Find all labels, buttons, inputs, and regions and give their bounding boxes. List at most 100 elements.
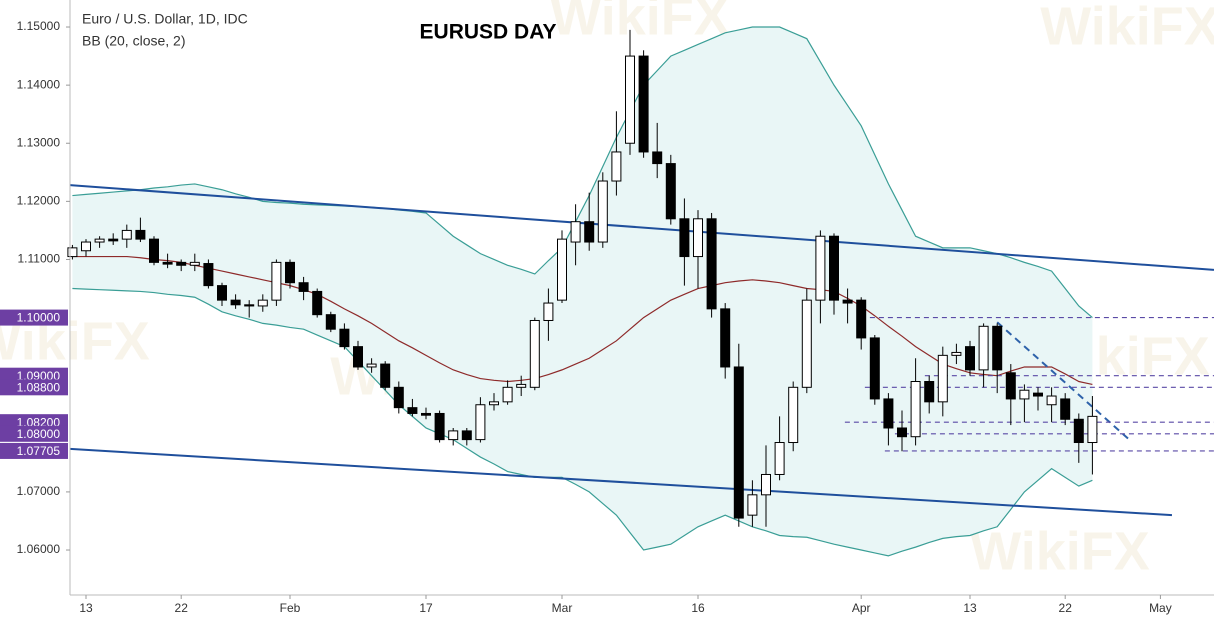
candle-body: [638, 55, 649, 153]
candle-body: [774, 442, 785, 475]
candle-body: [747, 494, 758, 516]
candle-body: [461, 430, 472, 441]
candle-body: [1005, 372, 1016, 400]
candle-body: [67, 247, 78, 258]
candle-body: [1019, 389, 1030, 400]
level-label-box: [0, 379, 68, 396]
candle-body: [529, 319, 540, 388]
candle-body: [815, 235, 826, 301]
candle-body: [489, 401, 499, 406]
x-tick-label: May: [1149, 601, 1172, 615]
candle-body: [965, 346, 975, 371]
candle-body: [217, 285, 227, 301]
candle-body: [285, 261, 295, 284]
candle-body: [189, 261, 200, 266]
candle-body: [625, 55, 635, 144]
candle-body: [81, 241, 91, 252]
candle-body: [937, 354, 948, 403]
candle-body: [883, 398, 894, 429]
candle-body: [951, 351, 962, 356]
chart-title: EURUSD DAY: [420, 21, 557, 44]
candle-body: [897, 427, 907, 438]
candle-body: [924, 380, 935, 403]
candle-body: [353, 346, 363, 368]
candle-body: [108, 238, 119, 242]
candle-body: [584, 221, 595, 243]
y-tick-label: 1.13000: [17, 135, 61, 149]
candle-body: [856, 299, 867, 339]
candle-body: [679, 218, 690, 258]
candle-body: [801, 299, 812, 388]
candle-body: [121, 229, 132, 240]
bb-lower: [72, 287, 1093, 557]
candle-body: [176, 261, 187, 266]
candle-body: [162, 261, 173, 265]
legend-symbol: Euro / U.S. Dollar, 1D, IDC: [82, 11, 248, 27]
candle-body: [829, 235, 839, 301]
candle-body: [325, 314, 336, 330]
candle-body: [910, 380, 921, 438]
candle-body: [339, 328, 350, 348]
candle-body: [94, 238, 105, 243]
candle-body: [230, 299, 241, 306]
x-tick-label: 13: [79, 601, 93, 615]
candle-body: [1073, 418, 1084, 444]
candle-body: [869, 337, 880, 400]
level-label: 1.07705: [17, 444, 61, 458]
candle-body: [149, 238, 159, 263]
candle-body: [665, 163, 676, 220]
y-tick-label: 1.12000: [17, 194, 61, 208]
candle-body: [475, 404, 486, 441]
x-tick-label: 16: [691, 601, 705, 615]
candle-body: [135, 229, 146, 240]
watermark: WikiFX: [550, 0, 730, 46]
candle-body: [203, 263, 214, 287]
candle-body: [516, 383, 527, 388]
candle-body: [611, 151, 622, 182]
candle-body: [761, 473, 771, 496]
level-label: 1.10000: [17, 311, 61, 325]
candle-body: [407, 407, 418, 414]
y-tick-label: 1.06000: [17, 542, 61, 556]
candle-body: [448, 430, 459, 441]
candle-body: [733, 366, 744, 519]
x-tick-label: 13: [963, 601, 977, 615]
candle-body: [271, 261, 282, 301]
candle-body: [842, 299, 853, 304]
level-label: 1.08800: [17, 380, 61, 394]
trendline: [996, 321, 1131, 441]
candle-body: [298, 282, 309, 292]
x-tick-label: Apr: [852, 601, 871, 615]
candle-body: [597, 180, 608, 243]
x-tick-label: Mar: [552, 601, 573, 615]
trendline: [69, 184, 1214, 271]
band-fill: [72, 27, 1093, 556]
candle-body: [366, 363, 377, 368]
legend-indicator: BB (20, close, 2): [82, 33, 186, 49]
x-tick-label: 17: [419, 601, 433, 615]
level-label-box: [0, 309, 68, 326]
level-label: 1.08000: [17, 427, 61, 441]
y-tick-label: 1.11000: [18, 252, 61, 266]
candle-body: [380, 363, 391, 388]
x-tick-label: Feb: [280, 601, 301, 615]
candle-body: [244, 304, 255, 307]
candle-body: [978, 325, 989, 371]
candle-body: [543, 302, 554, 321]
y-tick-label: 1.14000: [17, 77, 61, 91]
candle-body: [788, 386, 799, 444]
candle-body: [1060, 398, 1071, 420]
candle-body: [720, 308, 731, 368]
candle-body: [706, 218, 717, 310]
x-tick-label: 22: [175, 601, 189, 615]
candle-body: [652, 151, 663, 165]
axes: 1.100001.090001.088001.082001.080001.077…: [0, 19, 1172, 615]
candle-body: [393, 386, 404, 409]
candle-body: [434, 412, 445, 441]
x-tick-label: 22: [1059, 601, 1073, 615]
trendline: [69, 447, 1173, 517]
candle-body: [257, 299, 268, 307]
watermark: WikiFX: [1040, 0, 1214, 56]
bb-upper: [72, 26, 1093, 319]
